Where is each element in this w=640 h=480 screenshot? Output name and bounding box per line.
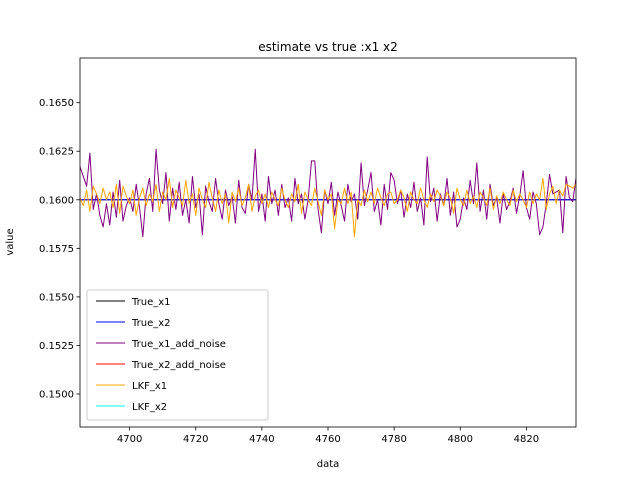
- x-tick-label: 4700: [117, 434, 142, 445]
- series-line-lkf-x1: [80, 177, 576, 238]
- y-axis-label: value: [5, 228, 16, 255]
- x-tick-label: 4720: [183, 434, 208, 445]
- legend-label: True_x1_add_noise: [131, 339, 226, 350]
- y-tick-label: 0.1600: [39, 195, 74, 206]
- legend-label: LKF_x2: [132, 402, 167, 413]
- y-tick-label: 0.1550: [39, 292, 74, 303]
- legend-label: LKF_x1: [132, 381, 167, 392]
- legend-box: [86, 289, 269, 421]
- legend-label: True_x1: [131, 297, 171, 308]
- legend-label: True_x2: [131, 318, 171, 329]
- y-tick-label: 0.1650: [39, 98, 74, 109]
- x-tick-label: 4820: [514, 434, 539, 445]
- x-tick-label: 4760: [315, 434, 340, 445]
- x-tick-label: 4800: [448, 434, 473, 445]
- legend: True_x1 True_x2 True_x1_add_noise True_x2_a…: [86, 289, 269, 421]
- legend-label: True_x2_add_noise: [131, 360, 226, 371]
- y-tick-label: 0.1625: [39, 147, 74, 158]
- x-axis-label: data: [317, 459, 340, 470]
- x-tick-label: 4780: [381, 434, 406, 445]
- y-tick-label: 0.1500: [39, 389, 74, 400]
- chart-title: estimate vs true :x1 x2: [258, 40, 398, 54]
- x-tick-label: 4740: [249, 434, 274, 445]
- y-tick-label: 0.1575: [39, 244, 74, 255]
- y-tick-label: 0.1525: [39, 341, 74, 352]
